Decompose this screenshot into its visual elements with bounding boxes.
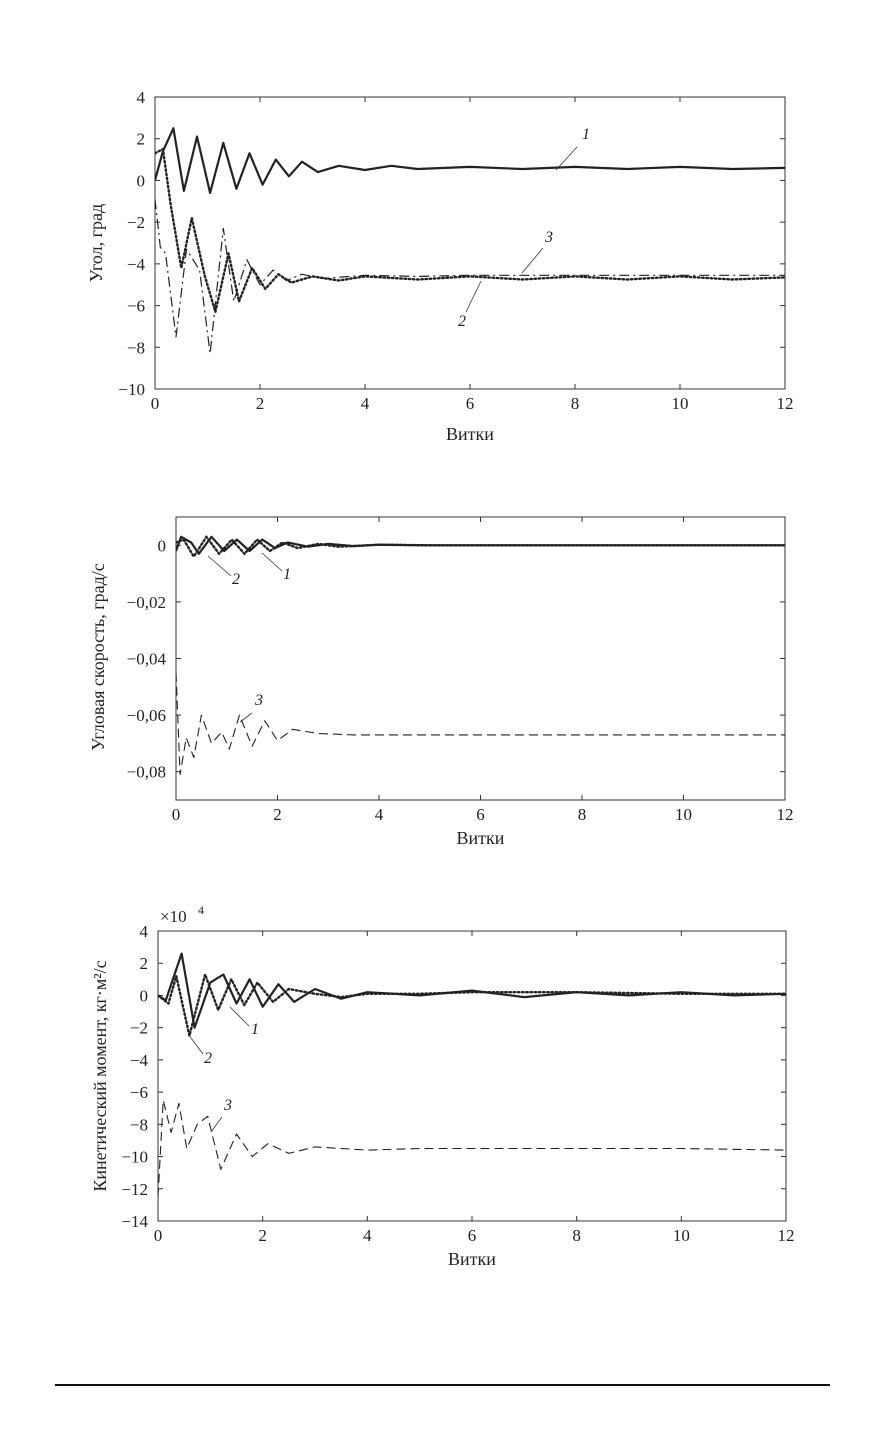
curve-label-2: 2	[204, 1050, 212, 1067]
x-tick-label: 4	[363, 1226, 372, 1245]
curve-label-1: 1	[582, 126, 590, 143]
kinetic-moment-chart: 0 2 4 6 8 10 12420−2−4−6−8−10−12−14ВиткиКинети…	[90, 903, 795, 1269]
y-tick-label: 2	[140, 954, 149, 973]
curve-label-leader	[187, 1033, 204, 1055]
curve-label-leader	[465, 280, 482, 313]
y-tick-label: −6	[127, 297, 145, 316]
y-tick-label: 4	[137, 88, 146, 107]
x-tick-label: 10	[673, 1226, 690, 1245]
y-tick-label: −14	[121, 1212, 148, 1231]
y-tick-label: −8	[130, 1115, 148, 1134]
x-tick-label: 12	[777, 805, 794, 824]
y-tick-label: −4	[127, 255, 146, 274]
x-tick-label: 12	[777, 394, 794, 413]
series-3-line	[158, 1099, 786, 1197]
plot-frame	[175, 516, 786, 801]
y-tick-label: −4	[130, 1051, 149, 1070]
page-bottom-rule	[55, 1384, 830, 1386]
curve-label-leader	[555, 146, 578, 171]
x-tick-label: 4	[361, 394, 370, 413]
x-axis-label: Витки	[457, 828, 505, 848]
curve-label-2: 2	[232, 571, 240, 588]
x-tick-label: 8	[578, 805, 587, 824]
curve-label-leader	[521, 247, 544, 274]
y-axis-label: Кинетический момент, кг·м²/с	[90, 960, 110, 1191]
curve-label-3: 3	[223, 1097, 232, 1114]
curve-label-leader	[229, 1006, 250, 1027]
y-tick-label: 0	[158, 536, 167, 555]
y-axis-label: Угол, град	[86, 204, 106, 282]
x-tick-label: 6	[466, 394, 475, 413]
y-tick-label: −0,06	[127, 706, 166, 725]
curve-label-3: 3	[544, 229, 553, 246]
curve-label-3: 3	[254, 692, 263, 709]
y-axis-label: Угловая скорость, град/с	[88, 563, 108, 751]
y-tick-label: −0,08	[127, 763, 166, 782]
series-1-line	[155, 127, 785, 194]
angle-chart: 0 2 4 6 8 10 12 4 2 0 −2 −4 −6 −8 −10 Витки Угол, град 1 3…	[86, 88, 794, 444]
x-tick-label: 10	[672, 394, 689, 413]
y-axis-multiplier-exponent: 4	[198, 903, 204, 917]
y-tick-label: 0	[140, 986, 149, 1005]
x-tick-label: 2	[256, 394, 265, 413]
x-tick-label: 0	[151, 394, 160, 413]
y-tick-label: 2	[137, 130, 146, 149]
y-tick-label: 0	[137, 171, 146, 190]
y-tick-label: −2	[127, 213, 145, 232]
series-2-line	[155, 147, 785, 313]
plot-frame	[154, 96, 786, 390]
curve-label-leader	[207, 555, 232, 577]
x-tick-label: 8	[571, 394, 580, 413]
y-tick-label: −10	[118, 380, 145, 399]
curve-label-1: 1	[251, 1021, 259, 1038]
y-axis-multiplier: ×10	[160, 907, 187, 926]
curve-label-1: 1	[283, 566, 291, 583]
x-tick-label: 4	[375, 805, 384, 824]
curve-label-leader	[239, 712, 253, 723]
y-tick-label: 4	[140, 922, 149, 941]
y-tick-label: −12	[121, 1180, 148, 1199]
x-tick-label: 12	[778, 1226, 795, 1245]
x-tick-label: 10	[675, 805, 692, 824]
x-axis-label: Витки	[446, 424, 494, 444]
x-tick-label: 6	[476, 805, 485, 824]
curve-label-leader	[210, 1116, 223, 1133]
x-axis-label: Витки	[448, 1249, 496, 1269]
x-tick-label: 2	[273, 805, 282, 824]
x-tick-label: 6	[468, 1226, 477, 1245]
y-tick-label: −0,04	[127, 650, 167, 669]
series-3-line	[176, 672, 785, 776]
series-3-line	[155, 199, 785, 355]
y-tick-label: −0,02	[127, 593, 166, 612]
curve-label-2: 2	[458, 313, 466, 330]
plot-frame	[157, 930, 787, 1222]
x-tick-label: 8	[572, 1226, 581, 1245]
y-tick-label: −10	[121, 1148, 148, 1167]
y-tick-label: −2	[130, 1019, 148, 1038]
y-tick-label: −6	[130, 1083, 148, 1102]
series-2-line	[176, 535, 785, 558]
curve-label-leader	[261, 552, 283, 572]
angular-velocity-chart: 0 2 4 6 8 10 120−0,02−0,04−0,06−0,08ВиткиУглов…	[88, 516, 794, 848]
x-tick-label: 0	[172, 805, 181, 824]
x-tick-label: 2	[258, 1226, 267, 1245]
x-tick-label: 0	[154, 1226, 163, 1245]
y-tick-label: −8	[127, 338, 145, 357]
